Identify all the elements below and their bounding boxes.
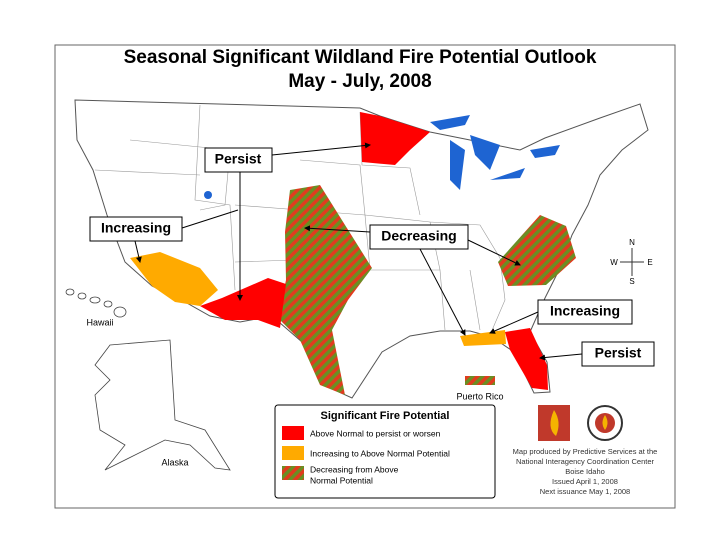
area-increasing-southeast [460, 330, 506, 346]
callout-text: Persist [215, 151, 262, 167]
legend-title: Significant Fire Potential [321, 410, 450, 422]
legend-item: Above Normal to persist or worsen [310, 428, 441, 438]
callout-text: Increasing [550, 303, 620, 319]
callout-text: Decreasing [381, 228, 456, 244]
legend-swatch [282, 446, 304, 460]
credits: Map produced by Predictive Services at t… [513, 447, 658, 496]
callout: Increasing [89, 216, 183, 242]
credit-line: Map produced by Predictive Services at t… [513, 447, 658, 456]
credit-line: Issued April 1, 2008 [552, 477, 618, 486]
compass-n: N [629, 238, 635, 247]
credit-line: Next issuance May 1, 2008 [540, 487, 630, 496]
subtitle: May - July, 2008 [288, 71, 431, 92]
us-outline [74, 99, 649, 399]
callout-text: Increasing [101, 220, 171, 236]
compass: N S E W [610, 238, 652, 286]
callout-arrows [134, 142, 583, 361]
callout: Decreasing [369, 224, 469, 250]
alaska-label: Alaska [161, 457, 188, 467]
hawaii-islands [65, 288, 127, 318]
legend-swatch [282, 426, 304, 440]
callout: Persist [581, 341, 655, 367]
compass-w: W [610, 258, 618, 267]
area-above-normal-north [360, 112, 430, 165]
puerto-rico-label: Puerto Rico [456, 391, 503, 401]
legend-item: Decreasing from Above [310, 464, 399, 474]
logos [538, 405, 623, 441]
legend-item: Increasing to Above Normal Potential [310, 448, 450, 458]
state-lines [94, 104, 506, 336]
area-increasing-southwest [130, 252, 218, 306]
compass-e: E [647, 258, 652, 267]
alaska [94, 339, 231, 471]
legend-swatch [282, 466, 304, 480]
callout: Increasing [537, 299, 633, 325]
title: Seasonal Significant Wildland Fire Poten… [124, 47, 597, 68]
credit-line: Boise Idaho [565, 467, 605, 476]
hawaii-label: Hawaii [86, 317, 113, 327]
area-puerto-rico [465, 376, 495, 385]
great-lakes [204, 115, 560, 199]
area-above-normal-southwest [200, 278, 286, 328]
compass-s: S [629, 277, 634, 286]
legend-item: Normal Potential [310, 475, 373, 485]
credit-line: National Interagency Coordination Center [516, 457, 655, 466]
callout: Persist [204, 147, 273, 173]
area-decreasing-east [498, 215, 576, 286]
area-decreasing-southwest [278, 185, 372, 395]
area-above-normal-southeast [505, 328, 548, 390]
legend: Significant Fire Potential Above Normal … [274, 404, 496, 499]
callout-text: Persist [595, 345, 642, 361]
